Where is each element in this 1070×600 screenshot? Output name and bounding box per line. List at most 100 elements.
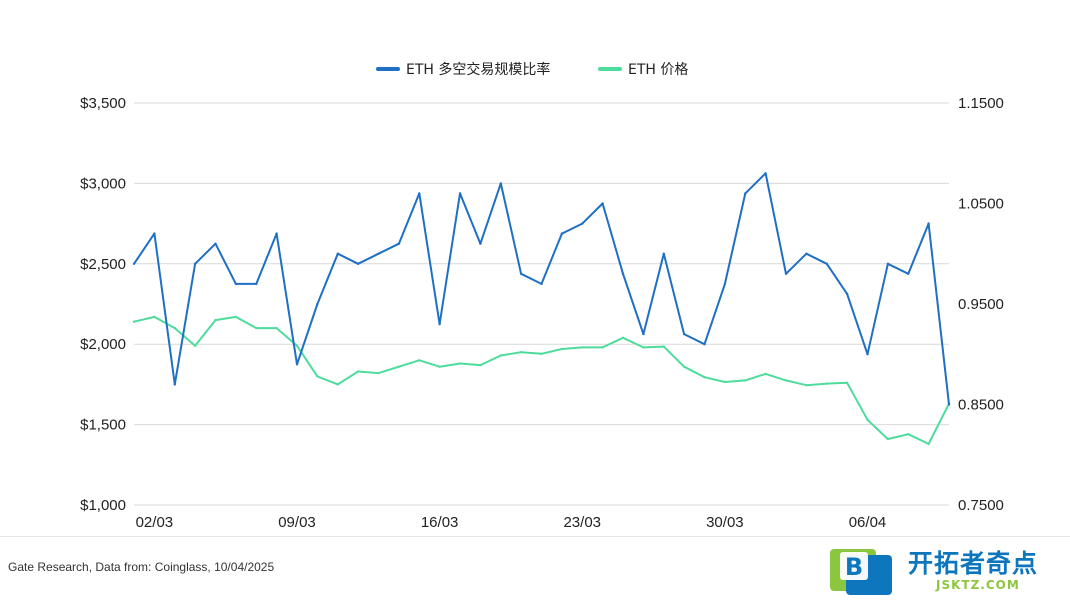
- data-point: [234, 282, 238, 286]
- data-point: [845, 381, 849, 384]
- x-axis: 02/03 09/03 16/03 23/03 30/03 06/04: [136, 514, 887, 531]
- series-lines: [132, 172, 951, 446]
- data-point: [173, 383, 176, 386]
- data-point: [682, 365, 686, 368]
- data-point: [723, 380, 727, 384]
- data-point: [316, 302, 319, 306]
- data-point: [581, 222, 584, 225]
- data-point: [866, 418, 869, 421]
- data-point: [723, 282, 727, 286]
- data-point: [458, 362, 462, 365]
- data-point: [560, 232, 564, 235]
- logo-badge-letter: B: [845, 553, 863, 581]
- data-point: [255, 282, 258, 286]
- legend: ETH 多空交易规模比率 ETH 价格: [376, 61, 688, 78]
- data-point: [193, 262, 197, 265]
- data-point: [397, 242, 401, 245]
- x-tick-label: 09/03: [278, 514, 316, 531]
- x-tick-label: 06/04: [849, 514, 887, 531]
- data-point: [784, 379, 788, 382]
- data-point: [295, 363, 299, 366]
- data-point: [193, 344, 197, 347]
- data-point: [907, 272, 910, 275]
- logo-text-cn: 开拓者奇点: [908, 549, 1039, 578]
- data-point: [418, 192, 421, 195]
- data-point: [601, 346, 604, 349]
- data-point: [336, 383, 339, 386]
- site-logo: B 开拓者奇点 JSKTZ.COM: [828, 543, 1068, 599]
- x-tick-label: 16/03: [421, 514, 459, 531]
- left-axis: $1,000 $1,500 $2,000 $2,500 $3,000 $3,500: [80, 95, 126, 514]
- data-point: [519, 351, 523, 354]
- data-point: [642, 346, 645, 349]
- data-point: [662, 345, 665, 348]
- data-point: [642, 332, 645, 336]
- footer-divider: [0, 536, 1070, 537]
- data-point: [214, 242, 217, 245]
- data-point: [764, 172, 767, 175]
- data-point: [784, 272, 788, 275]
- x-tick-label: 23/03: [563, 514, 601, 531]
- data-point: [499, 354, 502, 357]
- data-point: [682, 332, 686, 336]
- left-tick-label: $3,500: [80, 95, 126, 112]
- data-point: [479, 363, 482, 367]
- logo-text-en: JSKTZ.COM: [936, 578, 1020, 592]
- data-point: [234, 315, 238, 319]
- legend-label: ETH 多空交易规模比率: [406, 61, 550, 78]
- data-point: [825, 382, 828, 385]
- data-point: [886, 437, 890, 441]
- data-point: [927, 442, 930, 446]
- data-point: [438, 365, 441, 368]
- data-point: [438, 322, 441, 326]
- data-point: [397, 365, 401, 368]
- data-point: [845, 292, 849, 296]
- data-point: [621, 336, 625, 339]
- data-point: [173, 326, 176, 330]
- data-point: [886, 262, 890, 265]
- data-point: [295, 344, 299, 347]
- data-point: [764, 372, 767, 376]
- data-point: [866, 353, 869, 356]
- legend-label: ETH 价格: [628, 62, 688, 78]
- left-tick-label: $2,500: [80, 256, 126, 273]
- data-point: [621, 272, 625, 275]
- data-point: [540, 352, 543, 355]
- data-point: [744, 379, 747, 382]
- data-point: [499, 182, 502, 185]
- data-point: [601, 202, 604, 205]
- x-tick-label: 30/03: [706, 514, 744, 531]
- right-tick-label: 0.7500: [958, 497, 1004, 514]
- source-note: Gate Research, Data from: Coinglass, 10/…: [8, 560, 275, 574]
- data-point: [377, 252, 380, 255]
- data-point: [927, 222, 930, 225]
- right-tick-label: 0.9500: [958, 296, 1004, 313]
- data-point: [581, 346, 584, 349]
- data-point: [479, 242, 482, 245]
- data-point: [703, 343, 706, 346]
- data-point: [805, 384, 808, 387]
- right-tick-label: 1.1500: [958, 95, 1004, 112]
- data-point: [214, 318, 217, 322]
- data-point: [377, 371, 380, 375]
- left-tick-label: $1,000: [80, 497, 126, 514]
- right-tick-label: 1.0500: [958, 196, 1004, 213]
- data-point: [744, 192, 747, 195]
- data-point: [356, 370, 360, 373]
- data-point: [947, 403, 951, 406]
- data-point: [316, 375, 319, 378]
- data-point: [825, 262, 828, 265]
- data-point: [805, 252, 808, 255]
- chart-area: $1,000 $1,500 $2,000 $2,500 $3,000 $3,500 0.7…: [80, 61, 1004, 531]
- data-point: [275, 326, 278, 330]
- data-point: [662, 252, 665, 255]
- data-point: [275, 232, 278, 235]
- data-point: [560, 347, 564, 351]
- left-tick-label: $3,000: [80, 175, 126, 192]
- gridlines: [134, 102, 949, 506]
- left-tick-label: $1,500: [80, 417, 126, 434]
- data-point: [153, 315, 156, 319]
- data-point: [458, 192, 462, 195]
- right-axis: 0.7500 0.8500 0.9500 1.0500 1.1500: [958, 95, 1004, 514]
- series-line-0: [133, 172, 950, 405]
